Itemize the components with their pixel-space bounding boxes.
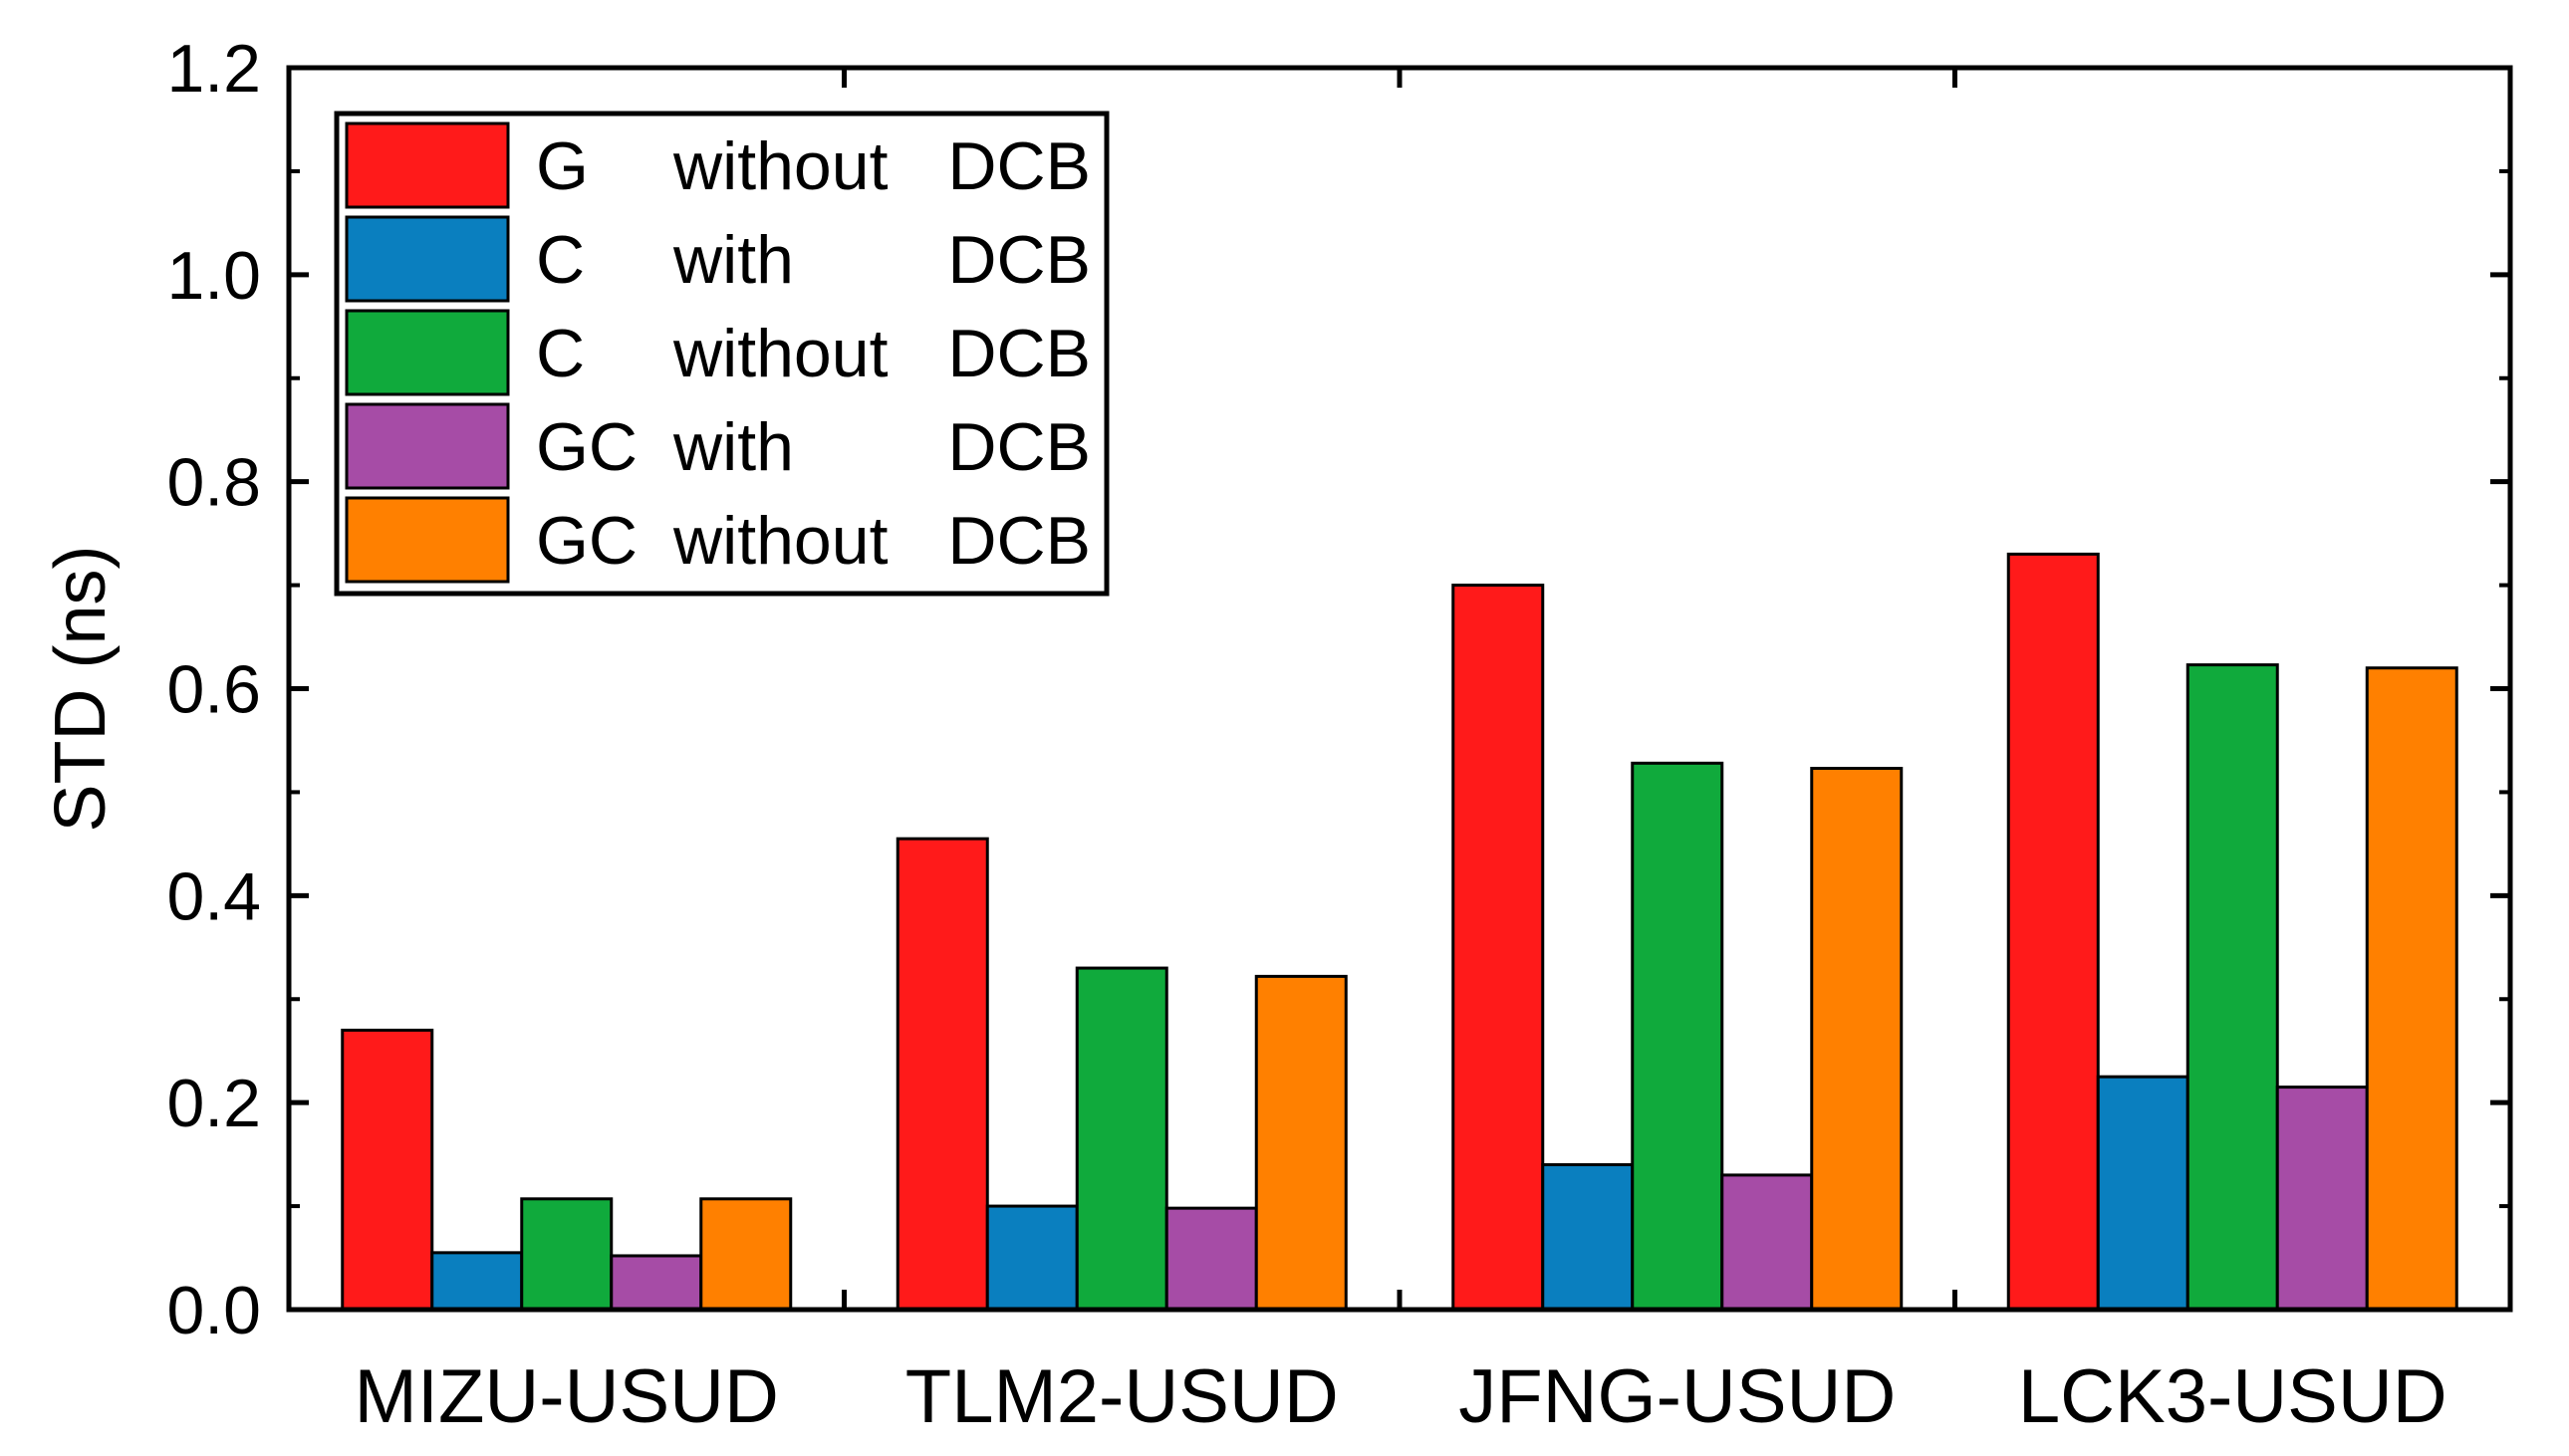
x-tick-label: LCK3-USUD [2018, 1354, 2447, 1439]
legend-label-dcb: DCB [947, 128, 1091, 204]
bar [1810, 767, 1904, 1312]
y-tick-label: 1.0 [166, 238, 261, 314]
y-tick-label: 0.2 [166, 1066, 261, 1141]
bar [430, 1251, 524, 1312]
legend-swatch [345, 215, 510, 303]
legend-label-mode: without [672, 316, 889, 391]
legend-label-signal: GC [536, 409, 638, 485]
y-tick-label: 0.6 [166, 652, 261, 728]
legend-label-dcb: DCB [947, 409, 1091, 485]
legend-label-signal: G [536, 128, 589, 204]
bar [1451, 584, 1545, 1312]
x-tick-label: MIZU-USUD [355, 1354, 779, 1439]
bar [1075, 966, 1168, 1312]
legend-label-mode: without [672, 503, 889, 579]
legend-swatch [345, 402, 510, 490]
legend-swatch [345, 496, 510, 584]
legend-label-signal: C [536, 222, 585, 298]
bar [896, 837, 989, 1312]
legend-label-mode: without [672, 128, 889, 204]
bar [1254, 974, 1348, 1312]
x-tick-label: TLM2-USUD [905, 1354, 1339, 1439]
legend-label-mode: with [672, 222, 794, 298]
bar [1720, 1173, 1814, 1312]
bar [2006, 552, 2100, 1312]
y-tick-label: 0.8 [166, 445, 261, 521]
legend-label-signal: C [536, 316, 585, 391]
legend-swatch [345, 309, 510, 396]
bar [610, 1254, 703, 1312]
bar [1164, 1206, 1258, 1312]
legend-label-dcb: DCB [947, 503, 1091, 579]
x-tick-labels: MIZU-USUD TLM2-USUD JFNG-USUD LCK3-USUD [355, 1354, 2447, 1439]
x-tick-label: JFNG-USUD [1458, 1354, 1896, 1439]
legend-swatch [345, 121, 510, 209]
bar [699, 1197, 793, 1312]
y-tick-label: 0.4 [166, 858, 261, 934]
bar [341, 1028, 434, 1312]
legend-label-dcb: DCB [947, 316, 1091, 391]
legend-label-dcb: DCB [947, 222, 1091, 298]
legend-label-mode: with [672, 409, 794, 485]
bar [2096, 1075, 2189, 1312]
y-axis-label: STD (ns) [41, 546, 121, 833]
bar [985, 1204, 1079, 1312]
bar [2275, 1086, 2369, 1312]
bar [1541, 1163, 1635, 1312]
y-tick-label: 1.2 [166, 31, 261, 107]
plot-frame [286, 65, 2513, 1313]
y-tick-label: 0.0 [166, 1273, 261, 1348]
bar [2185, 663, 2279, 1312]
bar [520, 1197, 614, 1312]
legend-label-signal: GC [536, 503, 638, 579]
bar [1631, 761, 1724, 1312]
bar [2365, 666, 2458, 1312]
bars-layer [341, 552, 2458, 1312]
y-tick-labels: 0.0 0.2 0.4 0.6 0.8 1.0 1.2 [166, 31, 261, 1348]
